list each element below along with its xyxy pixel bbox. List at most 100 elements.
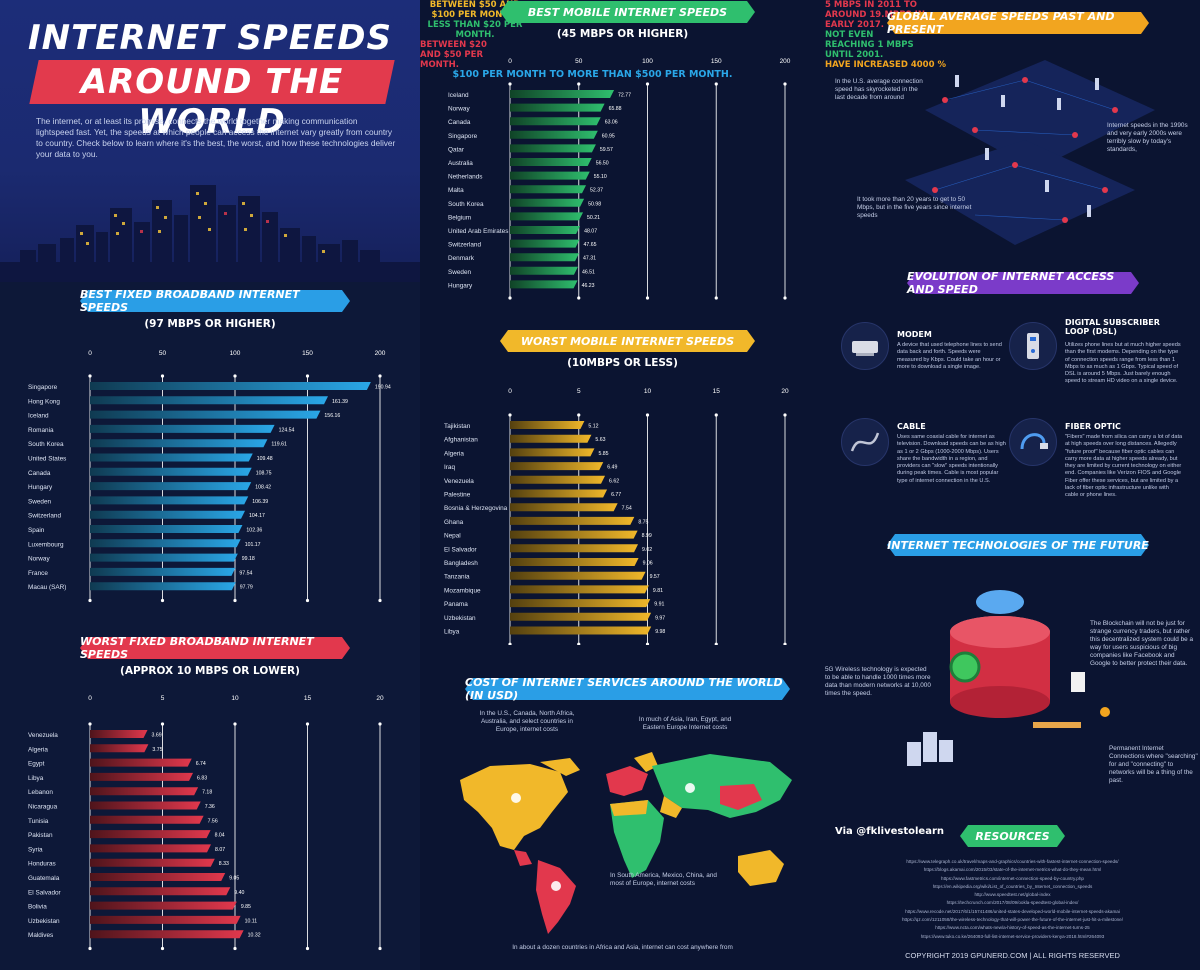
category-label: Switzerland [448, 242, 481, 249]
bar [90, 815, 204, 824]
x-tick-label: 10 [644, 388, 652, 395]
value-label: 8.99 [642, 533, 652, 539]
copyright: COPYRIGHT 2019 GPUNERD.COM | ALL RIGHTS … [905, 951, 1120, 960]
cost-footer-highlight: $100 PER MONTH TO MORE THAN $500 PER MON… [452, 69, 733, 80]
dsl-title: DIGITAL SUBSCRIBER LOOP (DSL) [1065, 318, 1160, 336]
bar [90, 915, 241, 924]
cable-title: CABLE [897, 422, 926, 431]
gridline-cap [577, 642, 581, 646]
world-map [460, 752, 792, 934]
x-tick-label: 200 [780, 58, 791, 65]
x-tick-label: 5 [577, 388, 581, 395]
asia-marker [685, 783, 695, 793]
value-label: 3.75 [152, 747, 162, 753]
value-label: 63.06 [605, 120, 618, 126]
bar [510, 558, 639, 566]
x-tick-label: 20 [781, 388, 789, 395]
x-tick-label: 10 [231, 695, 239, 702]
bar [90, 730, 148, 738]
category-label: Ghana [444, 519, 464, 526]
resource-link[interactable]: https://en.wikipedia.org/wiki/List_of_co… [932, 883, 1093, 889]
category-label: Nicaragua [28, 804, 58, 811]
category-label: El Salvador [28, 889, 62, 896]
global-us-highlight: 5 MBPS IN 2011 TO AROUND 19.MBPS IN EARL… [825, 0, 925, 30]
value-label: 46.23 [582, 283, 595, 289]
resource-link[interactable]: https://www.recode.net/2017/6/1/15741486… [905, 908, 1120, 914]
bar [90, 873, 226, 881]
category-label: Qatar [448, 146, 465, 153]
global-title: GLOBAL AVERAGE SPEEDS PAST AND PRESENT [887, 10, 1115, 36]
bar [510, 171, 590, 180]
resource-link[interactable]: https://blogs.akamai.com/2015/03/state-o… [923, 867, 1102, 873]
resource-link[interactable]: https://qz.com/1211058/the-wireless-tech… [901, 917, 1124, 923]
resource-link[interactable]: https://www.ncta.com/whats-new/a-history… [935, 925, 1090, 931]
future-5g-text: 5G Wireless technology is expected to be… [825, 666, 931, 697]
global-nineties-text: Internet speeds in the 1990s and very ea… [1107, 122, 1188, 153]
category-label: Netherlands [448, 174, 482, 181]
bar [90, 930, 244, 939]
resource-link[interactable]: https://techcrunch.com/2017/08/09/ookla-… [946, 900, 1079, 906]
gridline-cap [645, 642, 650, 646]
best-mobile-chart-svg: 0 50 100 150 200 Iceland 72.77 Norway 65.88 Canad… [448, 58, 791, 300]
asia-region [652, 754, 792, 818]
value-label: 99.18 [242, 556, 255, 562]
evolution-banner: EVOLUTION OF INTERNET ACCESS AND SPEED [907, 270, 1139, 296]
gridline-cap [645, 296, 650, 300]
cost-footer-text: In about a dozen countries in Africa and… [512, 944, 733, 951]
category-label: Palestine [444, 492, 471, 499]
bar [510, 212, 584, 221]
cost-sa-highlight: BETWEEN $20 AND $50 PER MONTH. [420, 40, 487, 70]
resource-link[interactable]: https://www.tuko.co.ke/264093-full-list-… [920, 933, 1105, 939]
category-label: Tajikistan [444, 423, 471, 430]
x-tick-label: 100 [230, 350, 241, 357]
value-label: 9.81 [653, 588, 663, 594]
bar [90, 396, 329, 405]
cost-asia-text: In much of Asia, Iran, Egypt, and Easter… [638, 716, 732, 731]
resource-link[interactable]: https://www.telegraph.co.uk/travel/maps-… [906, 859, 1119, 864]
hero-section: INTERNET SPEEDS AROUND THE WORLD The int… [0, 0, 420, 282]
gridline-cap [305, 722, 310, 726]
category-label: Sweden [28, 498, 52, 505]
value-label: 8.75 [638, 519, 648, 525]
category-label: Bolivia [28, 904, 47, 911]
category-label: Guatemala [28, 875, 60, 882]
resource-link[interactable]: https://www.fastmetrics.com/internet-con… [941, 875, 1084, 881]
x-tick-label: 15 [713, 388, 721, 395]
worst-fixed-chart: 0 5 10 15 20 Venezuela 3.69 Algeria 3.75 Egypt 6.7… [0, 690, 420, 965]
fiber-title: FIBER OPTIC [1065, 422, 1121, 431]
city-skyline-illustration [0, 185, 420, 282]
cable-desc: Uses same coaxial cable for internet as … [897, 434, 1006, 484]
bar [510, 585, 649, 594]
resource-link[interactable]: http://www.speedtest.net/global-index [974, 892, 1051, 898]
gridline-cap [378, 598, 382, 603]
value-label: 9.91 [654, 602, 664, 608]
bar [90, 496, 249, 505]
evolution-title: EVOLUTION OF INTERNET ACCESS AND SPEED [907, 270, 1115, 296]
value-label: 161.39 [332, 399, 348, 405]
bar [510, 158, 592, 166]
category-label: Singapore [28, 384, 58, 391]
bar [510, 103, 605, 112]
value-label: 8.33 [219, 861, 229, 867]
value-label: 6.62 [609, 478, 619, 484]
category-label: Syria [28, 846, 43, 853]
cost-sa-text: In South America, Mexico, China, and mos… [610, 872, 717, 887]
value-label: 9.05 [229, 876, 239, 882]
cost-na-highlight: BETWEEN $50 AND $100 PER MONTH. [429, 0, 521, 20]
category-label: Algeria [28, 746, 48, 753]
category-label: Norway [448, 106, 470, 113]
dsl-desc: Utilizes phone lines but at much higher … [1065, 342, 1181, 385]
bar [90, 467, 252, 476]
bar [510, 117, 601, 126]
value-label: 5.63 [595, 437, 605, 443]
category-label: Tunisia [28, 818, 49, 825]
value-label: 9.85 [241, 904, 251, 910]
category-label: Luxembourg [28, 541, 64, 548]
value-label: 9.40 [234, 890, 244, 896]
value-label: 47.65 [584, 242, 597, 248]
global-twenty-text: It took more than 20 years to get to 50 … [857, 196, 972, 219]
value-label: 156.16 [324, 413, 340, 419]
gridline-cap [378, 946, 382, 951]
gridline-cap [508, 413, 512, 417]
intro-paragraph: The internet, or at least its promise, c… [36, 116, 396, 159]
